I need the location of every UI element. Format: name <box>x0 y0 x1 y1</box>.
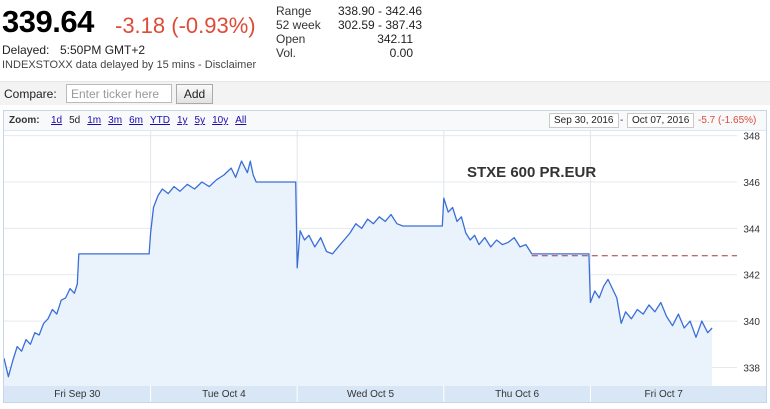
stat-value: 0.00 <box>389 46 413 60</box>
stat-value: 302.59 - 387.43 <box>338 18 423 32</box>
zoom-option-1y[interactable]: 1y <box>176 115 188 126</box>
zoom-label: Zoom: <box>9 115 40 126</box>
y-tick-label: 346 <box>743 178 760 189</box>
price-change: -3.18 (-0.93%) <box>115 13 256 38</box>
price-line <box>4 160 713 378</box>
chart-title: STXE 600 PR.EUR <box>467 164 596 181</box>
price-chart[interactable]: 348 346 344 342 340 338 Fri Sep 30 Tue Oct 4 Wed… <box>4 131 766 402</box>
y-tick-label: 344 <box>743 224 760 235</box>
stat-label: Open <box>276 32 306 46</box>
current-price: 339.64 <box>2 4 94 39</box>
x-tick-label: Fri Sep 30 <box>54 389 101 400</box>
range-end-date[interactable]: Oct 07, 2016 <box>627 113 695 128</box>
y-tick-label: 342 <box>743 271 760 282</box>
stat-open: Open 342.11 <box>276 32 413 46</box>
delayed-time: 5:50PM GMT+2 <box>60 43 146 57</box>
compare-label: Compare: <box>4 87 57 101</box>
price-area <box>4 161 713 386</box>
zoom-option-ytd[interactable]: YTD <box>149 115 170 126</box>
stat-52-week: 52 week 302.59 - 387.43 <box>276 18 423 32</box>
x-tick-label: Thu Oct 6 <box>495 389 539 400</box>
compare-ticker-input[interactable] <box>66 84 172 103</box>
zoom-option-5y[interactable]: 5y <box>194 115 206 126</box>
data-source-disclaimer: INDEXSTOXX data delayed by 15 mins - Dis… <box>2 59 257 71</box>
zoom-option-all[interactable]: All <box>235 115 247 126</box>
zoom-option-5d[interactable]: 5d <box>69 115 81 126</box>
chart-panel: Zoom: 1d 5d 1m 3m 6m YTD 1y 5y 10y All Sep 30, 20… <box>3 110 767 403</box>
stat-label: Vol. <box>276 46 297 60</box>
y-tick-label: 348 <box>743 132 760 143</box>
stat-label: 52 week <box>276 18 321 32</box>
delayed-row: Delayed: 5:50PM GMT+2 <box>2 43 145 57</box>
zoom-option-3m[interactable]: 3m <box>108 115 123 126</box>
stat-volume: Vol. 0.00 <box>276 46 413 60</box>
stat-value: 338.90 - 342.46 <box>338 4 423 18</box>
zoom-option-10y[interactable]: 10y <box>212 115 229 126</box>
y-tick-label: 338 <box>743 363 760 374</box>
y-tick-label: 340 <box>743 317 760 328</box>
range-separator: - <box>620 115 624 126</box>
stat-label: Range <box>276 4 312 18</box>
range-start-date[interactable]: Sep 30, 2016 <box>549 113 619 128</box>
x-tick-label: Wed Oct 5 <box>347 389 394 400</box>
stat-range: Range 338.90 - 342.46 <box>276 4 423 18</box>
zoom-bar: Zoom: 1d 5d 1m 3m 6m YTD 1y 5y 10y All Sep 30, 20… <box>4 111 766 131</box>
x-tick-label: Tue Oct 4 <box>202 389 246 400</box>
zoom-options: 1d 5d 1m 3m 6m YTD 1y 5y 10y All <box>51 115 253 126</box>
x-tick-label: Fri Oct 7 <box>645 389 684 400</box>
x-axis-band <box>4 386 766 402</box>
compare-bar: Compare: Add <box>0 81 770 105</box>
delayed-label: Delayed: <box>2 43 50 57</box>
range-change: -5.7 (-1.65%) <box>698 115 757 126</box>
stat-value: 342.11 <box>377 32 413 46</box>
zoom-option-1m[interactable]: 1m <box>87 115 102 126</box>
quote-stats: Range 338.90 - 342.46 52 week 302.59 - 387… <box>276 4 423 60</box>
zoom-option-1d[interactable]: 1d <box>51 115 63 126</box>
zoom-option-6m[interactable]: 6m <box>129 115 143 126</box>
add-compare-button[interactable]: Add <box>176 84 213 104</box>
